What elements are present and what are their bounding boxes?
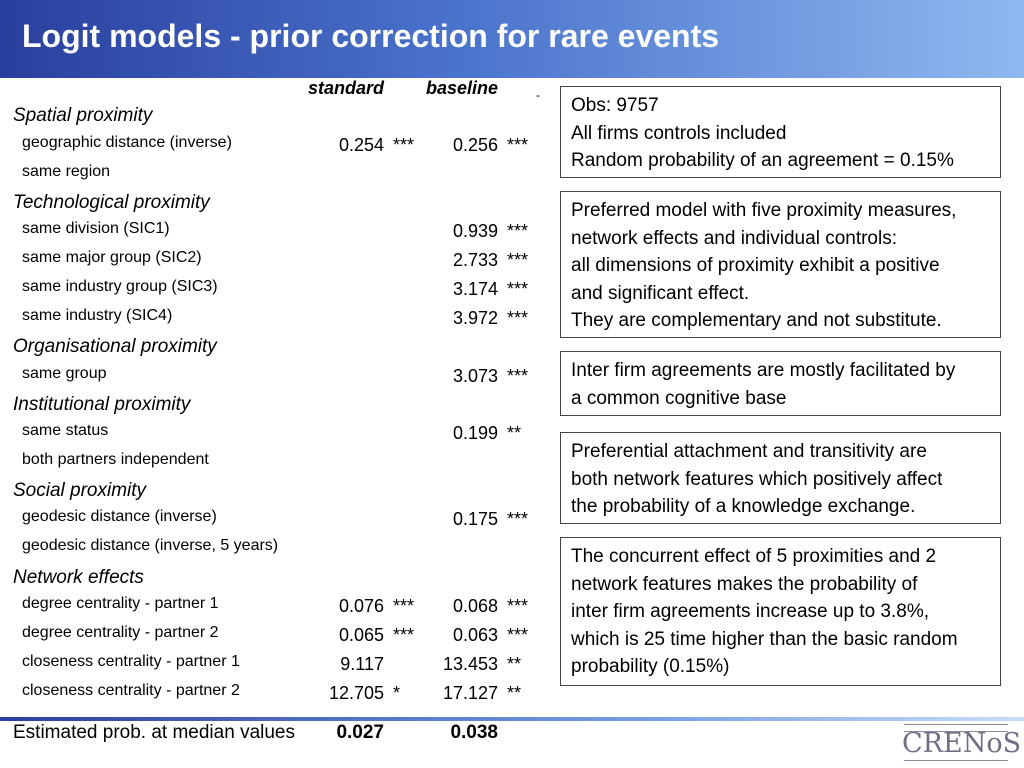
standard-significance: ***	[393, 625, 415, 645]
note-box-concurrent-effect: The concurrent effect of 5 proximities a…	[560, 537, 1001, 686]
note-line: Inter firm agreements are mostly facilit…	[571, 360, 956, 381]
baseline-significance: ***	[507, 221, 529, 241]
section-social-proximity: Social proximity	[13, 480, 147, 501]
note-line: Random probability of an agreement = 0.1…	[571, 150, 954, 171]
row-label: same group	[22, 365, 107, 382]
note-line: and significant effect.	[571, 282, 750, 304]
note-line: network features makes the probability o…	[571, 573, 918, 595]
baseline-significance: ***	[507, 135, 529, 155]
title-bar: Logit models - prior correction for rare…	[0, 0, 1024, 78]
crenos-logo: CRENoS	[900, 722, 1021, 766]
note-line: which is 25 time higher than the basic r…	[571, 628, 958, 650]
standard-value: 9.117	[340, 654, 384, 674]
corner-mark: -	[536, 88, 540, 102]
baseline-value: 3.972	[452, 308, 498, 328]
baseline-significance: ***	[507, 308, 529, 328]
note-line: Obs: 9757	[571, 95, 659, 116]
standard-value: 0.254	[338, 135, 384, 155]
row-label: same industry (SIC4)	[22, 307, 173, 324]
baseline-value: 0.063	[452, 625, 498, 645]
standard-significance: ***	[393, 135, 415, 155]
baseline-value: 3.073	[452, 366, 498, 386]
note-line: the probability of a knowledge exchange.	[571, 496, 916, 517]
baseline-value: 0.939	[452, 221, 498, 241]
row-label: degree centrality - partner 2	[22, 624, 219, 641]
standard-value: 0.065	[338, 625, 384, 645]
baseline-significance: ***	[507, 279, 529, 299]
baseline-significance: ***	[507, 596, 529, 616]
baseline-significance: **	[507, 654, 522, 674]
baseline-significance: ***	[507, 625, 529, 645]
section-network-effects: Network effects	[13, 567, 144, 588]
note-box-observations: Obs: 9757 All firms controls included Ra…	[560, 86, 1001, 178]
note-line: Preferred model with five proximity meas…	[571, 200, 957, 221]
estimated-prob-label: Estimated prob. at median values	[13, 722, 295, 743]
row-label: closeness centrality - partner 2	[22, 682, 240, 699]
logo-text: CRENoS	[902, 728, 1022, 759]
section-technological-proximity: Technological proximity	[13, 192, 210, 213]
estimated-standard-value: 0.027	[336, 722, 384, 743]
row-label: same major group (SIC2)	[22, 249, 202, 266]
section-spatial-proximity: Spatial proximity	[13, 105, 153, 126]
note-line: inter firm agreements increase up to 3.8…	[571, 601, 930, 622]
slide-title: Logit models - prior correction for rare…	[22, 18, 720, 54]
baseline-significance: ***	[507, 366, 529, 386]
note-line: network effects and individual controls:	[571, 227, 897, 249]
row-label: both partners independent	[22, 451, 209, 468]
row-label: degree centrality - partner 1	[22, 595, 219, 612]
logo-top-band	[904, 724, 1008, 732]
note-line: all dimensions of proximity exhibit a po…	[571, 255, 940, 276]
logo-underline	[904, 760, 1008, 761]
standard-value: 0.076	[338, 596, 384, 616]
bottom-divider	[0, 717, 1024, 721]
row-label: closeness centrality - partner 1	[22, 653, 240, 670]
baseline-significance: ***	[507, 509, 529, 529]
standard-significance: ***	[393, 596, 415, 616]
standard-value: 12.705	[328, 683, 384, 703]
row-label: same region	[22, 163, 111, 180]
note-line: Preferential attachment and transitivity…	[571, 441, 927, 462]
baseline-value: 0.068	[452, 596, 498, 616]
baseline-value: 0.199	[452, 423, 498, 443]
note-box-preferred-model: Preferred model with five proximity meas…	[560, 191, 1001, 338]
column-header-standard: standard	[308, 78, 385, 98]
note-line: They are complementary and not substitut…	[571, 310, 942, 331]
baseline-significance: ***	[507, 250, 529, 270]
row-label: geodesic distance (inverse)	[22, 508, 217, 525]
baseline-value: 0.256	[452, 135, 498, 155]
baseline-value: 13.453	[442, 654, 498, 674]
standard-significance: *	[393, 683, 401, 703]
row-label: same division (SIC1)	[22, 220, 170, 237]
note-line: both network features which positively a…	[571, 468, 943, 490]
row-label: geodesic distance (inverse, 5 years)	[22, 537, 279, 554]
note-box-cognitive-base: Inter firm agreements are mostly facilit…	[560, 351, 1001, 416]
note-line: All firms controls included	[571, 122, 787, 144]
baseline-value: 2.733	[452, 250, 498, 270]
section-organisational-proximity: Organisational proximity	[13, 336, 217, 357]
note-line: The concurrent effect of 5 proximities a…	[571, 546, 937, 567]
row-label: same industry group (SIC3)	[22, 278, 218, 295]
baseline-value: 0.175	[452, 509, 498, 529]
baseline-value: 3.174	[452, 279, 498, 299]
row-label: same status	[22, 422, 109, 439]
estimated-baseline-value: 0.038	[450, 722, 498, 743]
baseline-significance: **	[507, 683, 522, 703]
column-header-baseline: baseline	[426, 78, 499, 98]
baseline-value: 17.127	[442, 683, 498, 703]
note-box-network-features: Preferential attachment and transitivity…	[560, 432, 1001, 524]
note-line: probability (0.15%)	[571, 656, 730, 677]
baseline-significance: **	[507, 423, 522, 443]
section-institutional-proximity: Institutional proximity	[13, 394, 191, 415]
row-label: geographic distance (inverse)	[22, 134, 232, 151]
note-line: a common cognitive base	[571, 387, 787, 409]
